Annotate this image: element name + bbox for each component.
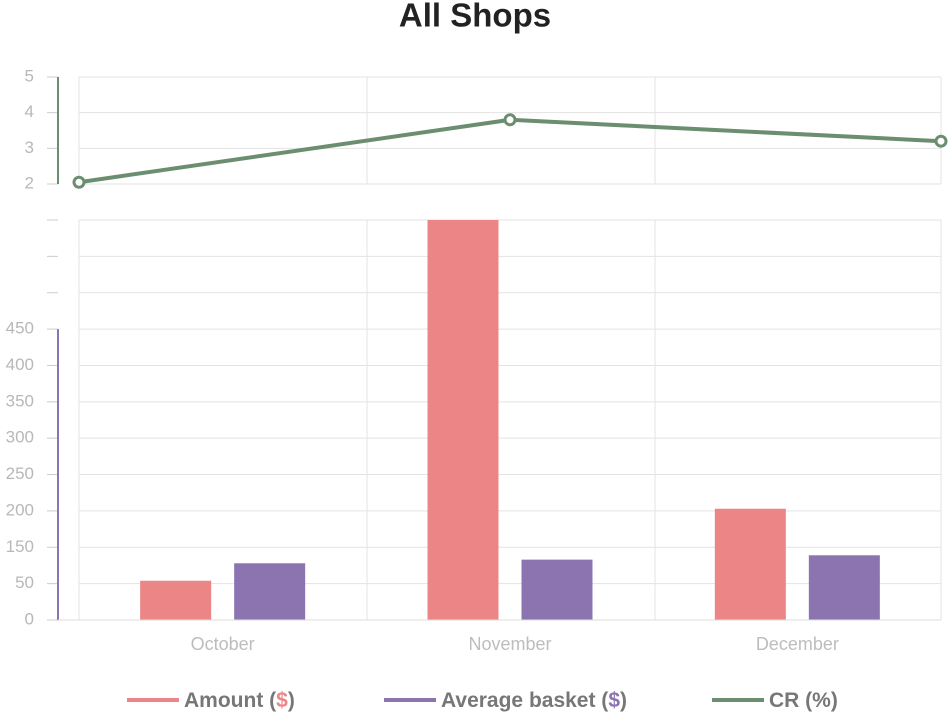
x-tick-label: December (756, 634, 839, 654)
y-tick-label: 2 (25, 173, 34, 192)
line (78, 117, 942, 185)
point (72, 175, 86, 189)
point (503, 113, 517, 127)
bar (521, 559, 593, 620)
point (934, 134, 948, 148)
bar (714, 508, 786, 620)
legend-label: Amount ($) (184, 689, 295, 712)
x-tick-label: November (468, 634, 551, 654)
bar (140, 580, 212, 620)
chart-title: All Shops (399, 0, 551, 34)
y-tick-label: 300 (6, 428, 34, 447)
y-tick-label: 50 (15, 573, 34, 592)
legend-label: Average basket ($) (441, 689, 627, 712)
y-tick-label: 5 (25, 66, 34, 85)
x-tick-label: October (191, 634, 255, 654)
y-tick-label: 350 (6, 391, 34, 410)
y-tick-label: 3 (25, 138, 34, 157)
y-tick-label: 4 (25, 102, 34, 121)
bar (234, 563, 306, 620)
y-tick-label: 200 (6, 500, 34, 519)
y-tick-label: 150 (6, 537, 34, 556)
legend-label: CR (%) (769, 689, 838, 712)
bar (808, 555, 880, 620)
y-tick-label: 400 (6, 355, 34, 374)
y-tick-label: 450 (6, 319, 34, 338)
bar (427, 220, 499, 620)
y-tick-label: 0 (25, 609, 34, 628)
y-tick-label: 250 (6, 464, 34, 483)
